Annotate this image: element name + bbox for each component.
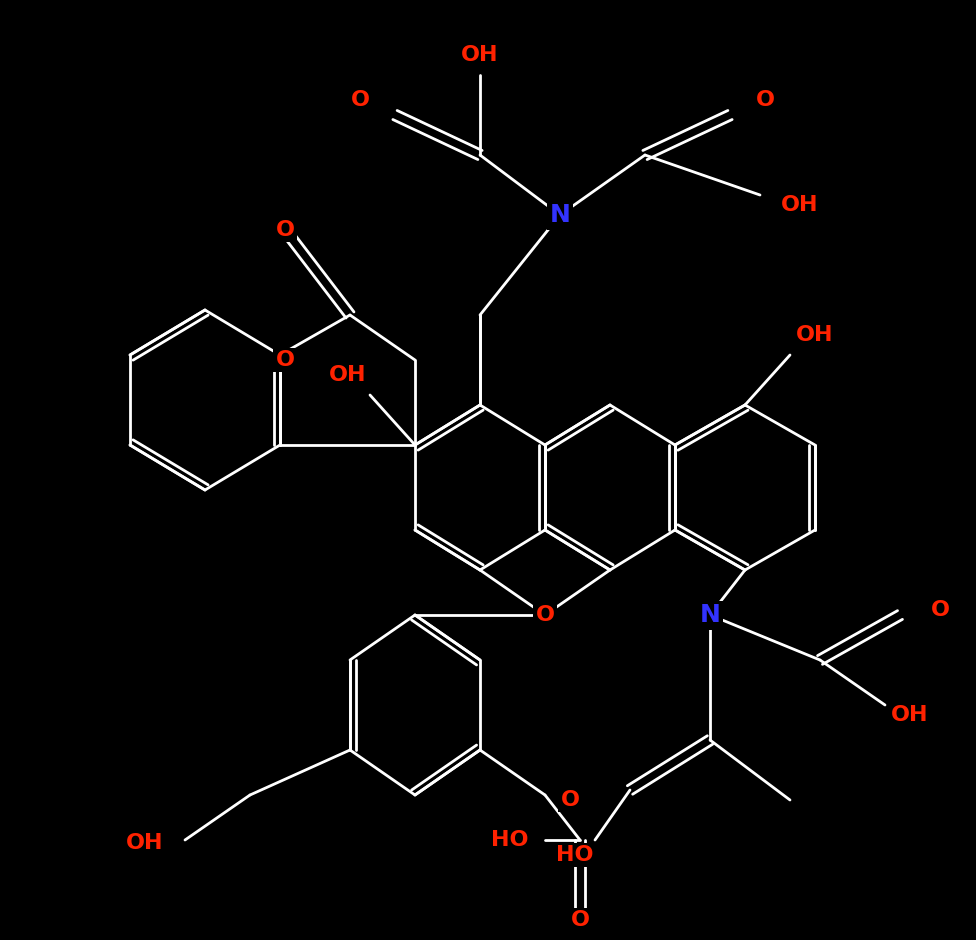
Text: O: O bbox=[536, 605, 554, 625]
Text: OH: OH bbox=[796, 325, 834, 345]
Text: O: O bbox=[275, 220, 295, 240]
Text: OH: OH bbox=[126, 833, 164, 853]
Text: O: O bbox=[755, 90, 775, 110]
Text: N: N bbox=[549, 203, 570, 227]
Text: N: N bbox=[700, 603, 720, 627]
Text: O: O bbox=[571, 910, 590, 930]
Text: O: O bbox=[275, 350, 295, 370]
Text: OH: OH bbox=[329, 365, 367, 385]
Text: OH: OH bbox=[891, 705, 929, 725]
Text: OH: OH bbox=[462, 45, 499, 65]
Text: HO: HO bbox=[556, 845, 593, 865]
Text: O: O bbox=[560, 790, 580, 810]
Text: OH: OH bbox=[781, 195, 819, 215]
Text: O: O bbox=[350, 90, 370, 110]
Text: O: O bbox=[930, 600, 950, 620]
Text: HO: HO bbox=[491, 830, 529, 850]
